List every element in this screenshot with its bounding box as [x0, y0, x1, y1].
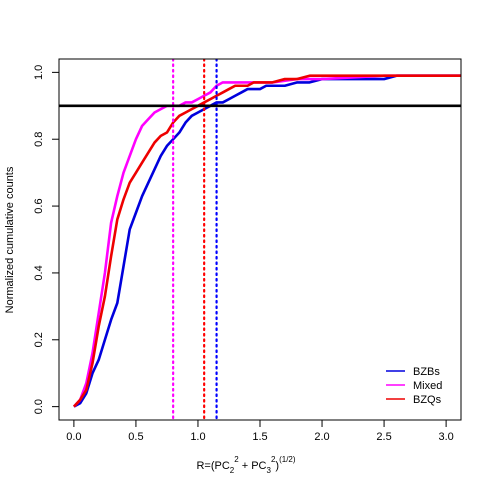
legend-label-bzqs: BZQs	[413, 394, 442, 406]
x-tick-label: 1.5	[252, 431, 267, 443]
y-tick-label: 0.8	[33, 132, 45, 147]
legend: BZBs Mixed BZQs	[386, 366, 442, 406]
legend-label-mixed: Mixed	[413, 380, 442, 392]
plot-marks	[59, 59, 461, 420]
x-tick-label: 1.0	[190, 431, 205, 443]
x-axis: 0.0 0.5 1.0 1.5 2.0 2.5 3.0	[66, 420, 454, 443]
y-tick-label: 0.0	[33, 399, 45, 414]
x-axis-label: R=(PC22 + PC32)(1/2)	[196, 455, 295, 475]
y-axis-label: Normalized cumulative counts	[4, 166, 16, 313]
series-line-bzqs	[72, 74, 461, 408]
y-tick-label: 0.2	[33, 332, 45, 347]
y-axis: 0.0 0.2 0.4 0.6 0.8 1.0	[33, 65, 59, 414]
y-tick-label: 0.6	[33, 198, 45, 213]
legend-label-bzbs: BZBs	[413, 366, 440, 378]
x-tick-label: 0.0	[66, 431, 81, 443]
x-tick-label: 0.5	[128, 431, 143, 443]
x-tick-label: 2.5	[376, 431, 391, 443]
y-tick-label: 1.0	[33, 65, 45, 80]
y-tick-label: 0.4	[33, 265, 45, 280]
x-tick-label: 3.0	[438, 431, 453, 443]
x-tick-label: 2.0	[314, 431, 329, 443]
